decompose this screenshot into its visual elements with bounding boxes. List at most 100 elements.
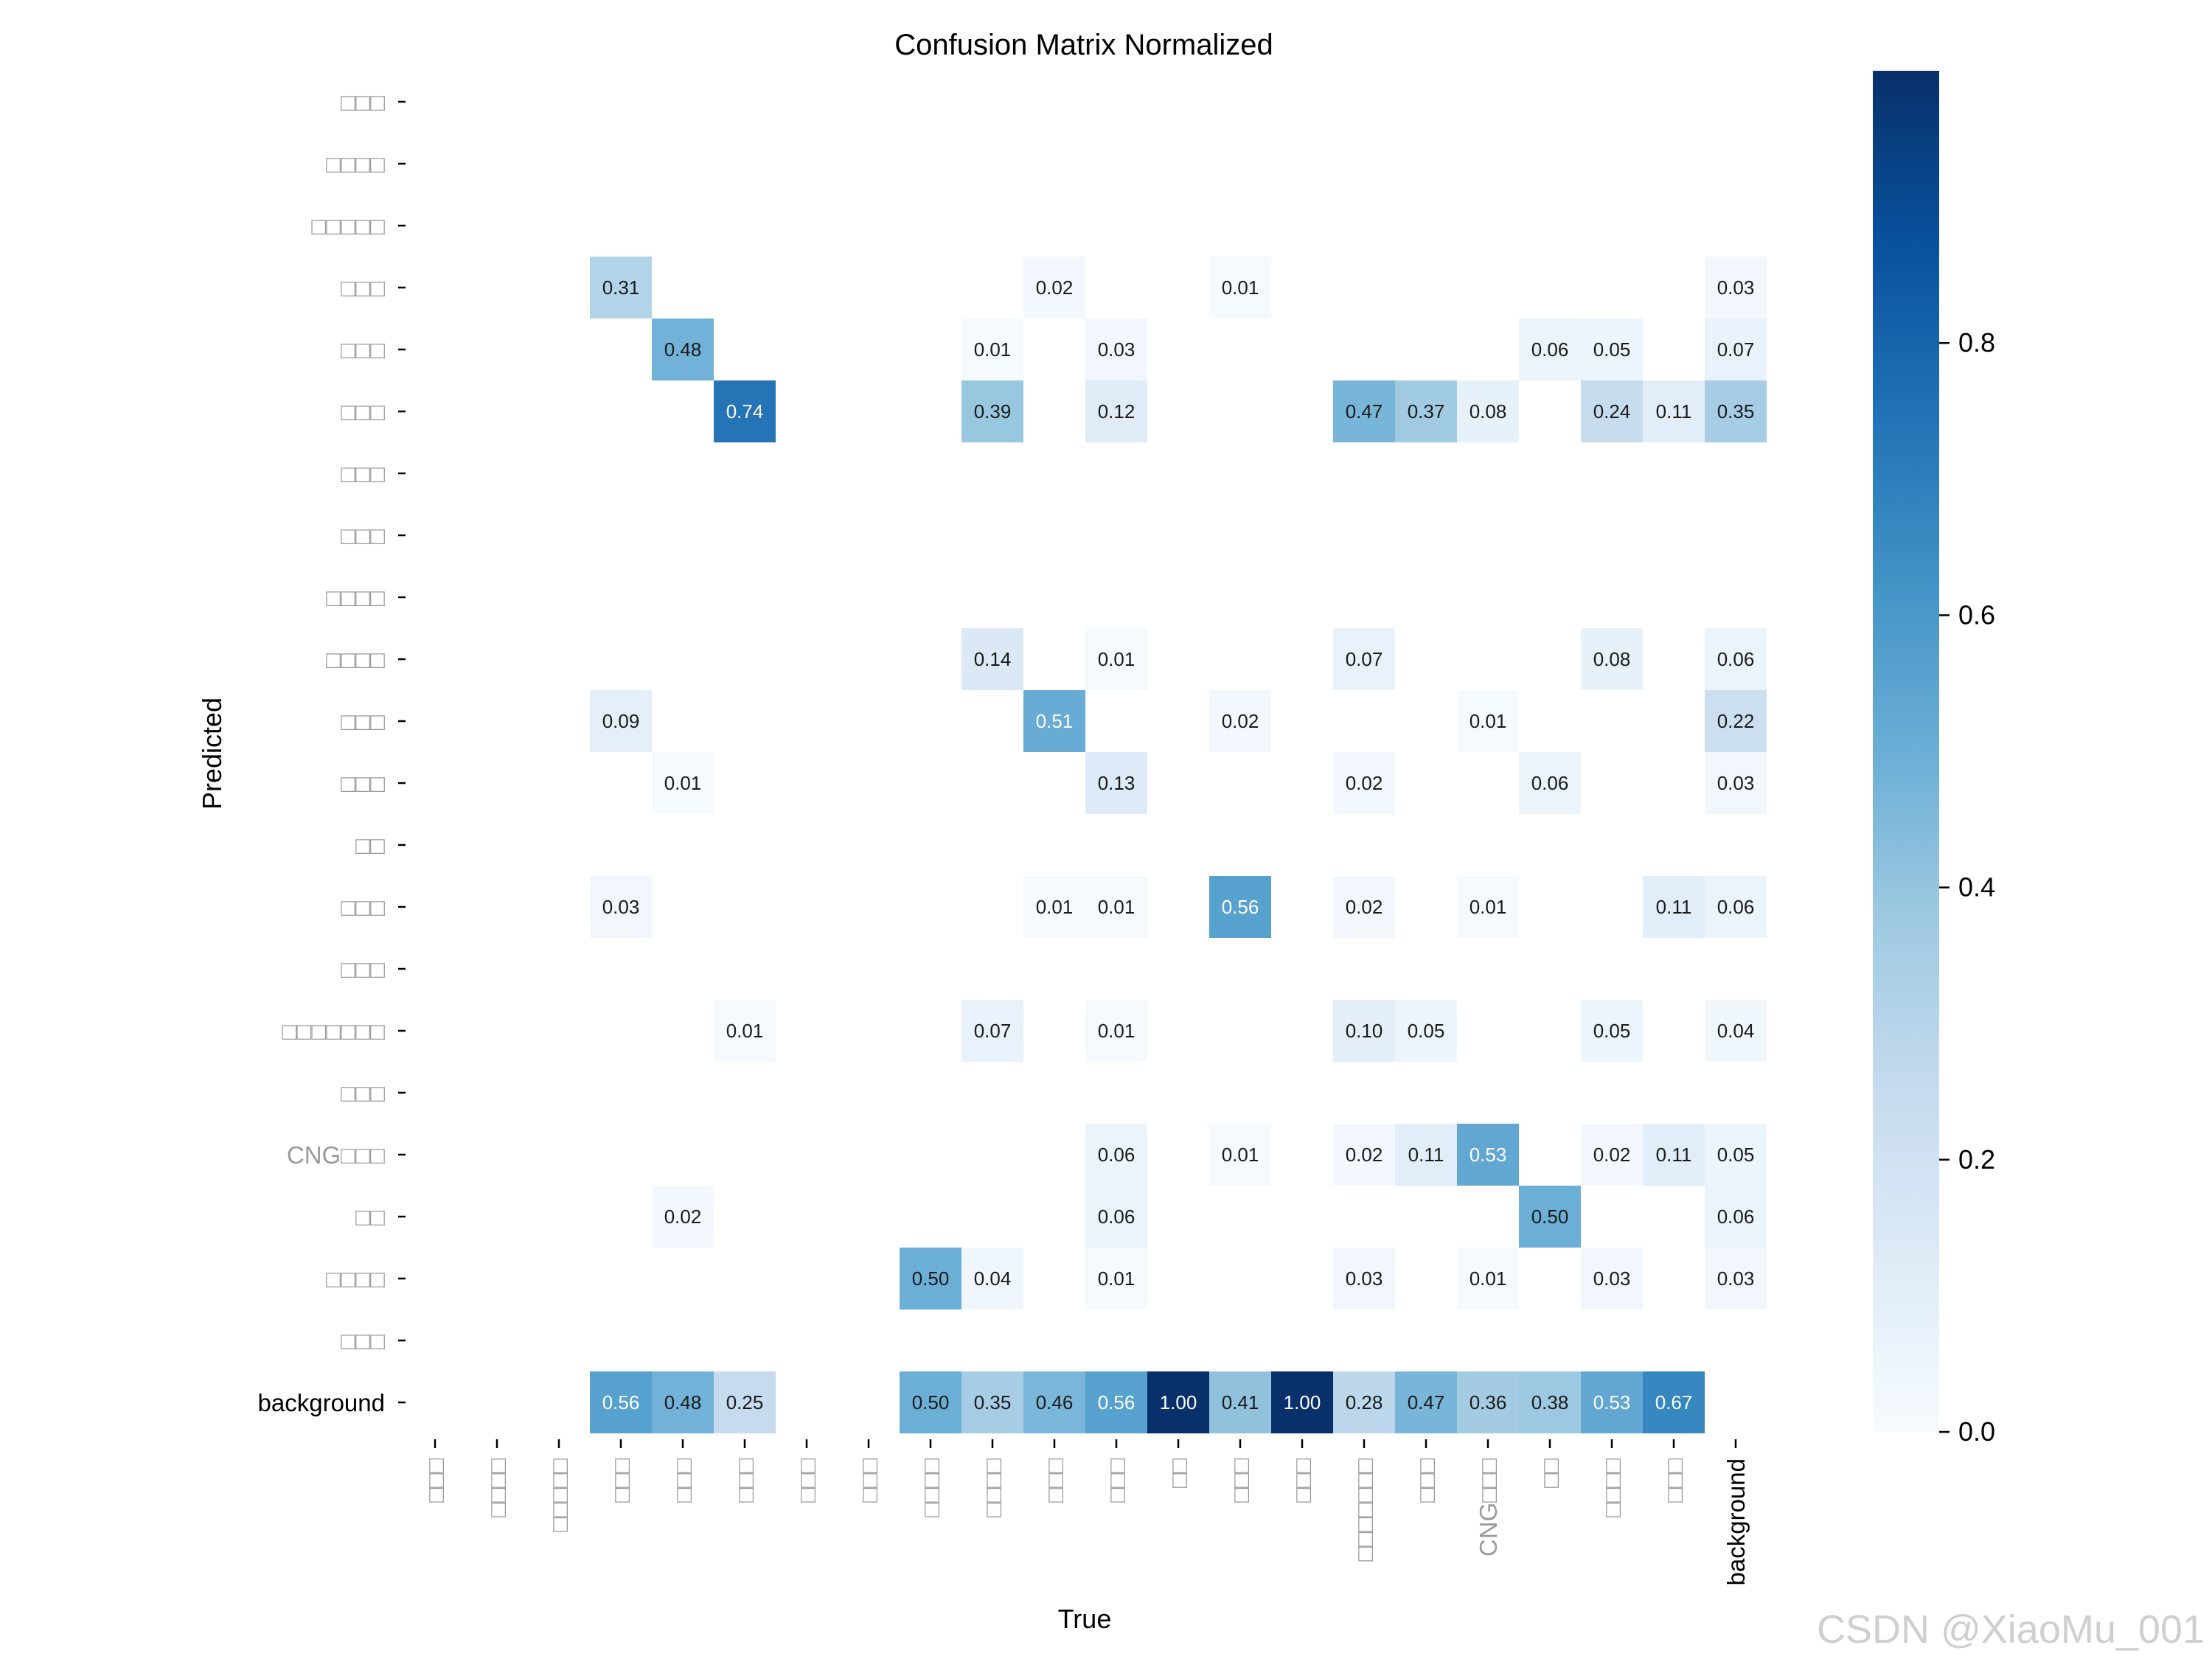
cell-value-label: 0.02 <box>664 1206 702 1228</box>
cell-value-label: 0.01 <box>1470 896 1507 918</box>
cell-value-label: 1.00 <box>1160 1391 1197 1413</box>
heatmap-cell <box>1333 752 1395 814</box>
y-tick-label: □□□□□ <box>311 212 385 240</box>
heatmap-cell <box>1705 380 1767 442</box>
heatmap-cell <box>1705 1000 1767 1062</box>
cell-value-label: 0.51 <box>1036 710 1074 732</box>
cell-value-label: 0.11 <box>1656 1144 1692 1166</box>
x-tick-label: □□□□ <box>1599 1458 1626 1517</box>
heatmap-cell <box>1581 380 1643 442</box>
chart-title: Confusion Matrix Normalized <box>894 29 1273 61</box>
x-tick-label: □□□ <box>1289 1458 1316 1503</box>
heatmap-cell <box>1581 628 1643 690</box>
x-tick-label: □□□ <box>855 1458 883 1503</box>
cell-value-label: 0.03 <box>1346 1267 1383 1290</box>
cell-value-label: 0.03 <box>1593 1267 1631 1290</box>
cell-value-label: 0.11 <box>1408 1144 1444 1166</box>
x-tick-label: □□□ <box>669 1458 697 1503</box>
x-tick-label: □□□□ <box>484 1458 511 1517</box>
heatmap-cells: 0.31 0.02 0.01 0.03 0.48 0.01 0.03 0.06 0.05 0.07… <box>590 257 1767 1433</box>
cell-value-label: 0.06 <box>1531 338 1569 361</box>
cell-value-label: 0.05 <box>1593 338 1631 361</box>
heatmap-cell <box>1085 1371 1147 1433</box>
heatmap-cell <box>1705 1124 1767 1186</box>
cell-value-label: 0.24 <box>1593 400 1631 422</box>
cell-value-label: 0.67 <box>1655 1391 1693 1413</box>
heatmap-cell <box>961 1248 1023 1310</box>
heatmap-cell <box>1457 1248 1519 1310</box>
heatmap-cell <box>1581 1248 1643 1310</box>
cell-value-label: 0.56 <box>602 1391 640 1413</box>
cell-value-label: 0.02 <box>1222 710 1259 732</box>
cell-value-label: 0.28 <box>1346 1391 1383 1413</box>
y-tick-label: □□□□ <box>326 584 385 611</box>
x-tick-label: □□□□ <box>979 1458 1006 1517</box>
cell-value-label: 0.06 <box>1531 772 1569 794</box>
heatmap-cell <box>1085 876 1147 938</box>
cell-value-label: 0.01 <box>974 338 1012 361</box>
cell-value-label: 0.07 <box>974 1020 1012 1042</box>
heatmap-cell <box>1519 752 1581 814</box>
cell-value-label: 0.56 <box>1222 896 1259 918</box>
cell-value-label: 0.02 <box>1346 1144 1383 1166</box>
x-tick-label: □□□ <box>1413 1458 1440 1503</box>
heatmap-cell <box>1023 876 1085 938</box>
heatmap-cell <box>714 380 776 442</box>
cell-value-label: 0.08 <box>1470 400 1507 422</box>
y-tick-label: □□ <box>355 832 385 859</box>
cell-value-label: 0.74 <box>726 400 764 422</box>
heatmap-cell <box>1581 319 1643 380</box>
y-tick-label: □□□ <box>341 956 385 983</box>
cell-value-label: 0.46 <box>1036 1391 1074 1413</box>
cell-value-label: 0.01 <box>1470 710 1507 732</box>
cell-value-label: 0.04 <box>1717 1020 1755 1042</box>
heatmap-cell <box>1085 1124 1147 1186</box>
cell-value-label: 0.01 <box>1222 1144 1259 1166</box>
heatmap-cell <box>1333 1248 1395 1310</box>
heatmap-cell <box>1705 752 1767 814</box>
y-tick-label: □□□ <box>341 88 385 116</box>
cell-value-label: 0.06 <box>1717 896 1755 918</box>
cell-value-label: 0.35 <box>1717 400 1755 422</box>
heatmap-cell <box>961 1000 1023 1062</box>
y-tick-label: background <box>258 1389 385 1416</box>
heatmap-cell <box>1023 690 1085 752</box>
cell-value-label: 0.02 <box>1346 896 1383 918</box>
heatmap-cell <box>1085 628 1147 690</box>
cell-value-label: 0.01 <box>664 772 702 794</box>
cell-value-label: 0.06 <box>1098 1144 1135 1166</box>
heatmap-cell <box>1271 1371 1333 1433</box>
y-axis: □□□□□□□□□□□□□□□□□□□□□□□□□□□□□□□□□□□□□□□□… <box>258 88 406 1416</box>
heatmap-cell <box>961 628 1023 690</box>
cell-value-label: 0.37 <box>1408 400 1445 422</box>
heatmap-cell <box>652 1186 714 1248</box>
cell-value-label: 0.53 <box>1470 1144 1507 1166</box>
heatmap-cell <box>1085 319 1147 380</box>
heatmap-cell <box>1333 1371 1395 1433</box>
heatmap-cell <box>1457 876 1519 938</box>
cell-value-label: 0.01 <box>1098 1267 1135 1290</box>
cell-value-label: 0.14 <box>974 648 1012 670</box>
x-axis: □□□ □□□□ □□□□□ □□□ □□□ □□□ □□□ □□□ □□□□ □□□□ □□□ □□… <box>422 1439 1750 1585</box>
colorbar: 0.0 0.2 0.4 0.6 0.8 <box>1873 71 1995 1447</box>
heatmap-cell <box>1085 1186 1147 1248</box>
heatmap-cell <box>1581 1371 1643 1433</box>
heatmap-cell <box>1085 1000 1147 1062</box>
y-tick-label: □□□□ <box>326 1265 385 1293</box>
heatmap-cell <box>961 1371 1023 1433</box>
x-tick-label: □□□ <box>793 1458 821 1503</box>
cell-value-label: 0.08 <box>1593 648 1631 670</box>
x-tick-label: CNG□□□ <box>1475 1458 1502 1557</box>
colorbar-tick-label: 0.4 <box>1958 872 1995 902</box>
heatmap-cell <box>1519 319 1581 380</box>
cell-value-label: 0.01 <box>1222 276 1259 299</box>
heatmap-cell <box>1705 690 1767 752</box>
y-tick-label: □□□□ <box>326 646 385 673</box>
heatmap-cell <box>1705 1186 1767 1248</box>
cell-value-label: 0.39 <box>974 400 1012 422</box>
y-tick-label: □□□ <box>341 398 385 425</box>
cell-value-label: 0.50 <box>1531 1206 1569 1228</box>
cell-value-label: 0.53 <box>1593 1391 1631 1413</box>
colorbar-tick-label: 0.8 <box>1958 327 1995 358</box>
